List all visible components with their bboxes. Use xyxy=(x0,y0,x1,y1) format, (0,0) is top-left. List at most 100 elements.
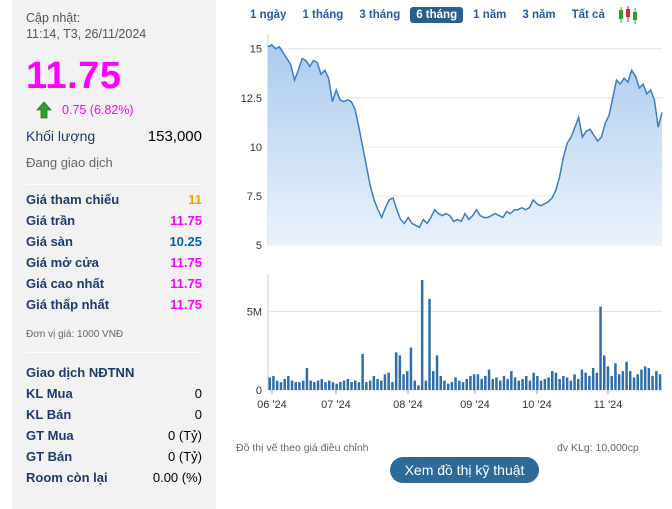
foreign-label: Room còn lại xyxy=(26,470,108,485)
volume-bar xyxy=(443,380,446,390)
volume-bar xyxy=(309,380,312,390)
candlestick-icon[interactable] xyxy=(617,5,639,25)
volume-bar xyxy=(380,380,383,390)
volume-bar xyxy=(313,382,316,390)
price-volume-chart: 15 12.5 10 7.5 5 5M 0 06 '24 07 '24 08 '24 09 '2… xyxy=(241,35,663,411)
volume-bar xyxy=(521,379,524,390)
volume-bar xyxy=(506,379,509,390)
tab-1-day[interactable]: 1 ngày xyxy=(250,9,287,21)
volume-bar xyxy=(454,377,457,390)
volume-bar xyxy=(331,382,335,390)
volume-bar xyxy=(484,375,487,390)
volume-bar xyxy=(394,352,398,390)
foreign-value: 0 xyxy=(194,386,202,401)
volume-bar xyxy=(658,374,662,390)
volume-bar xyxy=(599,306,602,390)
volume-bars xyxy=(268,280,662,390)
foreign-row: GT Bán 0 (Tỷ) xyxy=(26,446,216,467)
volume-bar xyxy=(610,375,613,390)
volume-bar xyxy=(632,377,636,390)
technical-chart-button[interactable]: Xem đồ thị kỹ thuật xyxy=(390,457,539,483)
price-y-tick: 12.5 xyxy=(241,93,262,105)
volume-bar xyxy=(428,298,431,390)
volume-row: Khối lượng 153,000 xyxy=(26,128,216,145)
volume-bar xyxy=(446,383,450,390)
volume-bar xyxy=(636,374,639,390)
volume-bar xyxy=(499,380,502,390)
volume-bar xyxy=(368,380,372,390)
price-y-tick: 15 xyxy=(250,44,262,56)
foreign-value: 0.00 (%) xyxy=(152,470,202,485)
divider xyxy=(26,352,202,353)
volume-bar xyxy=(651,375,654,390)
price-info-label: Giá mở cửa xyxy=(26,255,99,270)
tab-all[interactable]: Tất cả xyxy=(571,9,605,21)
volume-bar xyxy=(558,379,561,390)
volume-bar xyxy=(617,374,621,390)
x-tick-label: 08 '24 xyxy=(393,399,423,411)
foreign-value: 0 xyxy=(194,407,202,422)
volume-bar xyxy=(591,368,595,390)
volume-bar xyxy=(543,379,547,390)
volume-bar xyxy=(439,375,442,390)
volume-grid xyxy=(267,275,662,391)
volume-bar xyxy=(461,382,465,390)
volume-bar xyxy=(525,375,528,390)
volume-bar xyxy=(625,361,628,390)
volume-bar xyxy=(539,380,543,390)
price-y-tick: 7.5 xyxy=(247,191,262,203)
foreign-row: Room còn lại 0.00 (%) xyxy=(26,467,216,488)
volume-bar xyxy=(391,382,394,390)
volume-bar xyxy=(376,379,379,390)
x-axis: 06 '24 07 '24 08 '24 09 '24 10 '24 11 '24 xyxy=(257,390,622,411)
price-info-row: Giá mở cửa 11.75 xyxy=(26,252,216,273)
volume-bar xyxy=(565,377,569,390)
foreign-row: KL Mua 0 xyxy=(26,383,216,404)
volume-bar xyxy=(569,380,573,390)
tab-6-months[interactable]: 6 tháng xyxy=(410,7,464,23)
volume-bar xyxy=(614,363,617,390)
volume-bar xyxy=(420,280,424,390)
tab-3-years[interactable]: 3 năm xyxy=(522,9,556,21)
volume-bar xyxy=(346,379,350,390)
volume-bar xyxy=(316,380,320,390)
x-tick-label: 07 '24 xyxy=(321,399,351,411)
volume-bar xyxy=(562,375,565,390)
tab-3-months[interactable]: 3 tháng xyxy=(359,9,401,21)
volume-bar xyxy=(320,379,323,390)
volume-bar xyxy=(517,380,520,390)
price-info-row: Giá sàn 10.25 xyxy=(26,231,216,252)
volume-bar xyxy=(595,372,599,390)
tab-1-year[interactable]: 1 năm xyxy=(473,9,507,21)
foreign-trading-list: KL Mua 0 KL Bán 0 GT Mua 0 (Tỷ) GT Bán 0… xyxy=(26,383,216,488)
volume-bar xyxy=(335,383,338,390)
volume-bar xyxy=(577,379,580,390)
volume-bar xyxy=(413,380,416,390)
volume-bar xyxy=(458,380,461,390)
volume-bar xyxy=(328,380,331,390)
foreign-label: GT Mua xyxy=(26,428,74,443)
price-y-tick: 10 xyxy=(250,142,262,154)
volume-bar xyxy=(495,377,498,390)
volume-bar xyxy=(502,375,506,390)
price-line xyxy=(267,43,663,229)
volume-bar xyxy=(324,382,327,390)
volume-bar xyxy=(655,371,658,390)
volume-bar xyxy=(357,382,361,390)
volume-bar xyxy=(469,375,472,390)
volume-bar xyxy=(298,382,301,390)
volume-bar xyxy=(532,372,535,390)
volume-bar xyxy=(383,374,387,390)
x-tick-label: 11 '24 xyxy=(594,399,623,411)
volume-bar xyxy=(588,375,591,390)
price-info-label: Giá sàn xyxy=(26,234,73,249)
volume-label: Khối lượng xyxy=(26,128,96,144)
volume-bar xyxy=(603,355,606,390)
tab-1-month[interactable]: 1 tháng xyxy=(302,9,344,21)
x-tick-label: 06 '24 xyxy=(257,399,287,411)
volume-bar xyxy=(354,380,357,390)
volume-bar xyxy=(621,371,625,390)
current-price: 11.75 xyxy=(26,55,122,97)
x-tick-label: 09 '24 xyxy=(460,399,490,411)
adjusted-price-note: Đồ thị vẽ theo giá điều chỉnh xyxy=(236,442,369,454)
